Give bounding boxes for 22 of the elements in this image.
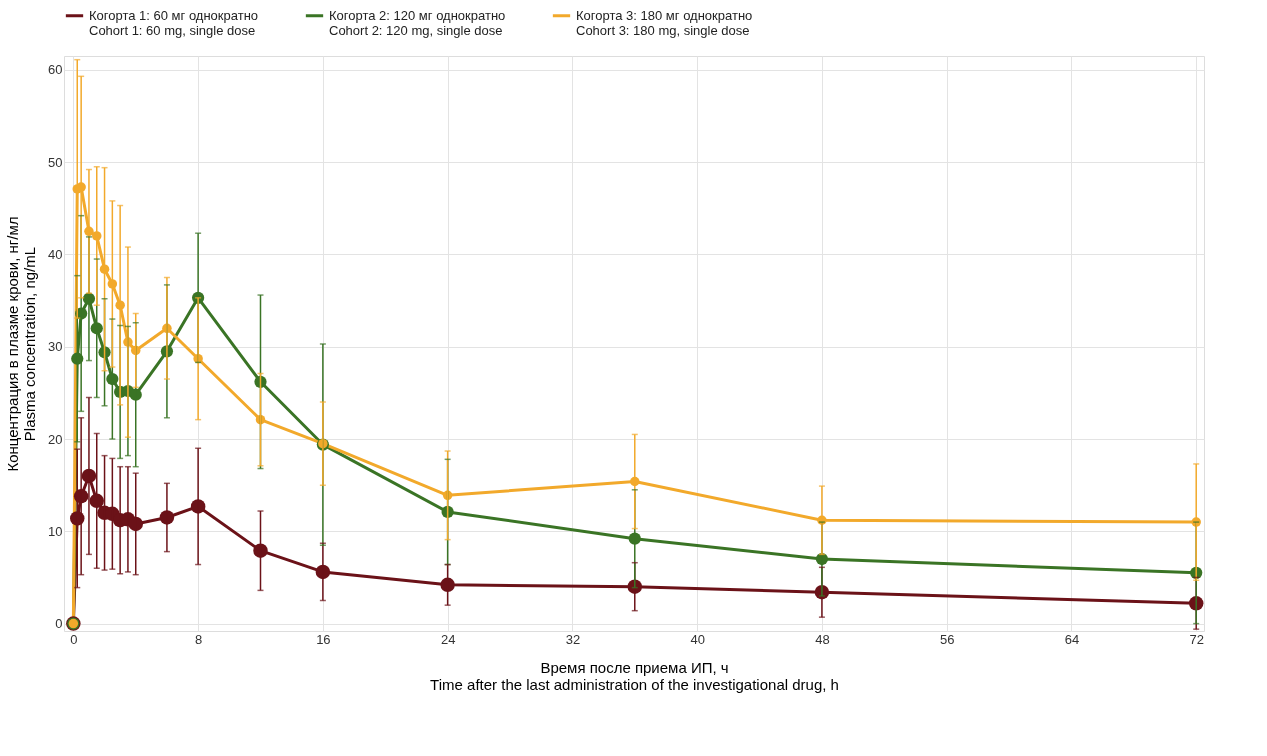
x-tick-label: 0: [70, 631, 78, 647]
x-tick-label: 64: [1064, 631, 1080, 647]
y-tick-label: 30: [48, 339, 63, 355]
y-tick-label: 40: [48, 246, 63, 262]
x-tick-label: 24: [440, 631, 456, 647]
x-tick-label: 72: [1189, 631, 1204, 647]
x-tick-label: 48: [815, 631, 830, 647]
x-tick-label: 40: [690, 631, 705, 647]
legend-label: Когорта 2: 120 мг однократно Cohort 2: 120 mg, single dose: [329, 7, 506, 38]
y-tick-label: 20: [48, 431, 63, 447]
legend-label: Когорта 3: 180 мг однократно Cohort 3: 180 mg, single dose: [576, 7, 753, 38]
y-tick-label: 10: [48, 523, 63, 539]
y-tick-label: 0: [55, 616, 63, 632]
legend-label: Когорта 1: 60 мг однократно Cohort 1: 60 mg, single dose: [89, 7, 259, 38]
y-axis-title: Концентрация в плазме крови, нг/мл Plasma concentration, ng/mL: [4, 216, 39, 472]
x-tick-label: 32: [565, 631, 581, 647]
y-tick-label: 60: [48, 62, 63, 78]
y-tick-label: 50: [48, 154, 63, 170]
x-tick-label: 56: [939, 631, 955, 647]
x-tick-label: 16: [316, 631, 331, 647]
x-axis-title: Время после приема ИП, ч Time after the last administration of the investigational drug, h: [430, 658, 839, 693]
x-tick-label: 8: [195, 631, 203, 647]
